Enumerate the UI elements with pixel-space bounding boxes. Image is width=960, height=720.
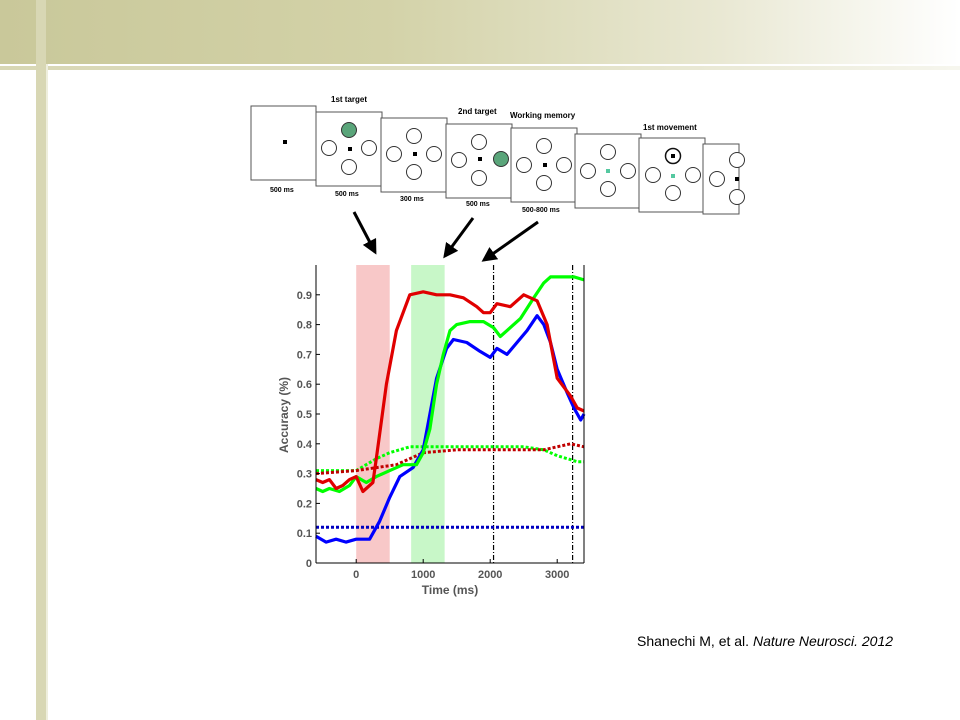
shaded-region bbox=[356, 265, 390, 563]
task-panel bbox=[702, 143, 745, 215]
duration-label: 500-800 ms bbox=[522, 207, 560, 214]
y-tick-label: 0.9 bbox=[297, 290, 312, 302]
y-tick-label: 0 bbox=[306, 558, 312, 570]
panel-title: 2nd target bbox=[458, 107, 497, 116]
accuracy-line bbox=[315, 275, 585, 494]
y-tick-label: 0.6 bbox=[297, 379, 312, 391]
citation: Shanechi M, et al. Nature Neurosci. 2012 bbox=[637, 633, 893, 649]
y-tick-label: 0.3 bbox=[297, 469, 312, 481]
y-tick-label: 0.4 bbox=[297, 439, 313, 451]
shaded-region bbox=[411, 265, 445, 563]
panel-title: 1st target bbox=[331, 95, 367, 104]
chance-line bbox=[316, 445, 584, 473]
duration-label: 500 ms bbox=[335, 191, 359, 198]
accuracy-chart: 0 0.1 0.2 0.3 0.4 0.5 0.6 0.7 0.8 0.9 0 1000 2000 300… bbox=[277, 265, 586, 597]
arrow bbox=[481, 220, 539, 262]
y-axis-label: Accuracy (%) bbox=[277, 377, 291, 453]
y-tick-label: 0.1 bbox=[297, 528, 312, 540]
task-panel bbox=[638, 137, 706, 213]
left-margin-band-inner bbox=[46, 64, 48, 720]
panel-title: Working memory bbox=[510, 111, 576, 120]
task-panel bbox=[250, 105, 317, 181]
duration-label: 300 ms bbox=[400, 196, 424, 203]
x-tick-label: 3000 bbox=[545, 569, 569, 581]
arrow bbox=[443, 217, 475, 259]
accuracy-line bbox=[315, 290, 585, 494]
title-band bbox=[0, 0, 960, 64]
citation-journal: Nature Neurosci. 2012 bbox=[752, 633, 894, 649]
x-tick-label: 2000 bbox=[478, 569, 502, 581]
arrow bbox=[352, 211, 377, 255]
panel-title: 1st movement bbox=[643, 123, 697, 132]
x-tick-label: 1000 bbox=[411, 569, 435, 581]
task-panel bbox=[445, 123, 513, 199]
y-tick-label: 0.8 bbox=[297, 320, 312, 332]
x-axis-label: Time (ms) bbox=[422, 583, 478, 597]
duration-label: 500 ms bbox=[270, 187, 294, 194]
citation-authors: Shanechi M, et al. bbox=[637, 633, 750, 649]
task-diagram: 1st target 2nd target Working memory 1st… bbox=[250, 95, 745, 215]
link-arrows bbox=[352, 211, 539, 262]
x-tick-label: 0 bbox=[353, 569, 359, 581]
task-panel bbox=[380, 117, 448, 193]
title-band-underline bbox=[0, 66, 960, 70]
y-tick-label: 0.2 bbox=[297, 498, 312, 510]
left-margin-band bbox=[36, 0, 46, 720]
task-panel bbox=[510, 127, 578, 203]
task-panel bbox=[574, 133, 642, 209]
duration-label: 500 ms bbox=[466, 201, 490, 208]
task-panel bbox=[315, 111, 383, 187]
y-tick-label: 0.5 bbox=[297, 409, 312, 421]
y-tick-label: 0.7 bbox=[297, 349, 312, 361]
